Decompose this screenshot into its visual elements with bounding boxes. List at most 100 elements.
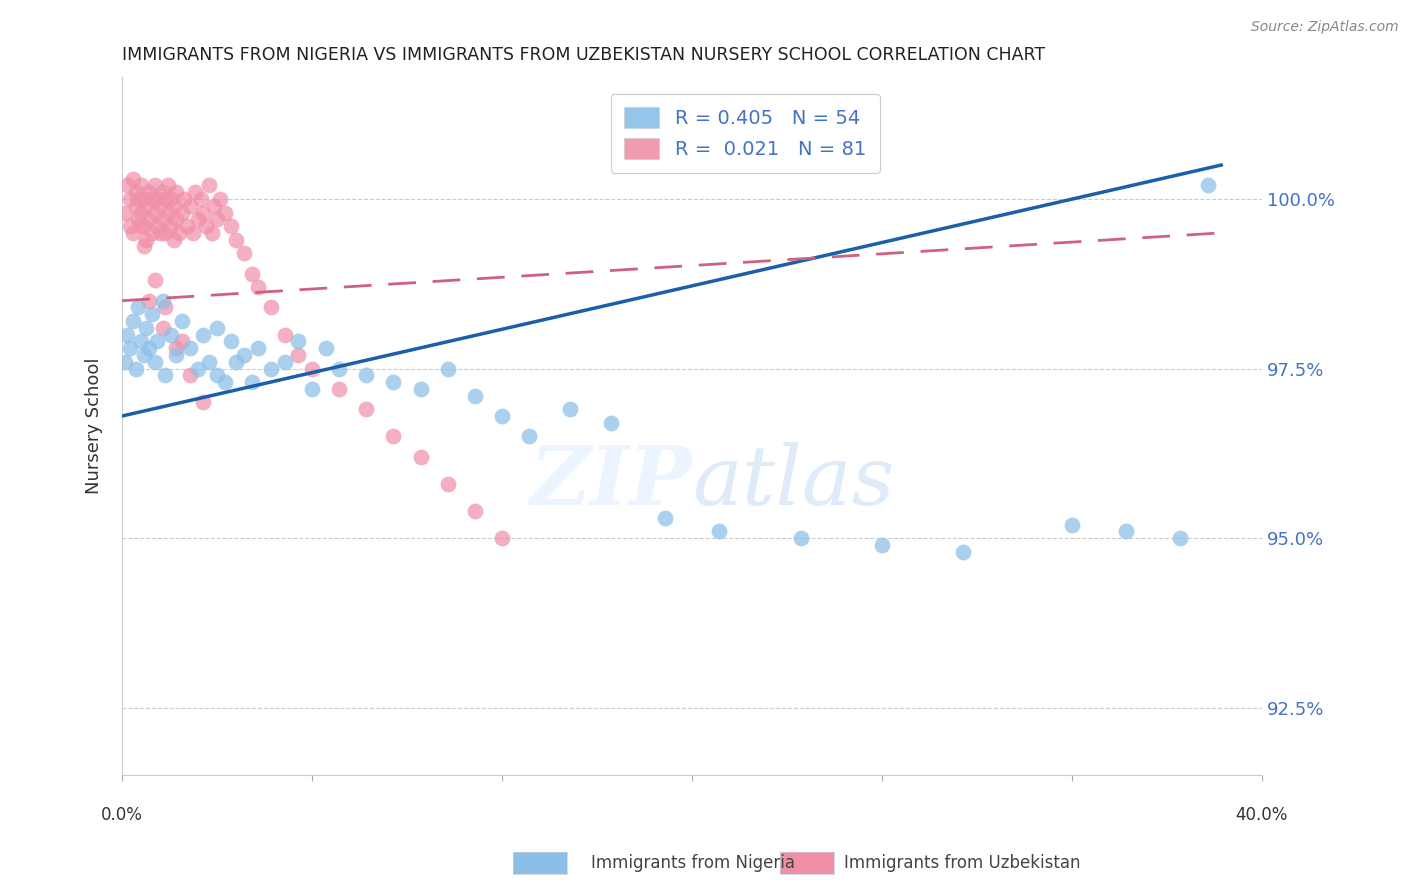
Point: [129, 178, 152, 193]
Point: [143, 355, 166, 369]
Point: [246, 341, 269, 355]
Point: [436, 476, 458, 491]
Point: [654, 510, 676, 524]
Point: [162, 233, 184, 247]
Point: [124, 185, 146, 199]
Point: [328, 382, 350, 396]
Point: [120, 192, 142, 206]
Text: IMMIGRANTS FROM NIGERIA VS IMMIGRANTS FROM UZBEKISTAN NURSERY SCHOOL CORRELATION: IMMIGRANTS FROM NIGERIA VS IMMIGRANTS FR…: [122, 46, 1045, 64]
Point: [165, 212, 187, 227]
Point: [301, 361, 323, 376]
Point: [190, 192, 212, 206]
Point: [160, 219, 183, 233]
Point: [132, 219, 155, 233]
Point: [789, 531, 811, 545]
Point: [707, 524, 730, 539]
Point: [195, 219, 218, 233]
Text: atlas: atlas: [692, 442, 894, 522]
Point: [152, 212, 174, 227]
Point: [155, 368, 177, 383]
Point: [146, 192, 169, 206]
Point: [240, 375, 263, 389]
Text: 0.0%: 0.0%: [101, 806, 143, 824]
Point: [1060, 517, 1083, 532]
Point: [328, 361, 350, 376]
Point: [315, 341, 337, 355]
Point: [517, 429, 540, 443]
Point: [193, 395, 215, 409]
Point: [1170, 531, 1192, 545]
Point: [124, 199, 146, 213]
Point: [179, 368, 201, 383]
Point: [193, 327, 215, 342]
Point: [176, 219, 198, 233]
Point: [129, 219, 152, 233]
Point: [146, 219, 169, 233]
Point: [464, 389, 486, 403]
Point: [117, 178, 139, 193]
Point: [184, 185, 207, 199]
Point: [219, 334, 242, 349]
Point: [187, 361, 209, 376]
Point: [135, 233, 157, 247]
Point: [274, 355, 297, 369]
Point: [167, 226, 190, 240]
Point: [165, 341, 187, 355]
Point: [149, 199, 172, 213]
Point: [152, 293, 174, 308]
Point: [138, 293, 160, 308]
Point: [201, 226, 224, 240]
Point: [208, 192, 231, 206]
Point: [165, 348, 187, 362]
Point: [132, 192, 155, 206]
Point: [205, 212, 228, 227]
Point: [260, 301, 283, 315]
Point: [356, 402, 378, 417]
Point: [124, 361, 146, 376]
Point: [205, 368, 228, 383]
Point: [225, 355, 247, 369]
Point: [240, 267, 263, 281]
Point: [219, 219, 242, 233]
Point: [870, 538, 893, 552]
Point: [1115, 524, 1137, 539]
Point: [214, 375, 236, 389]
Point: [198, 178, 221, 193]
Point: [181, 226, 204, 240]
Point: [114, 205, 136, 219]
Point: [202, 199, 225, 213]
Point: [122, 171, 145, 186]
Point: [233, 246, 256, 260]
Point: [287, 334, 309, 349]
Point: [152, 185, 174, 199]
Point: [155, 301, 177, 315]
Point: [157, 178, 180, 193]
Point: [187, 212, 209, 227]
Point: [952, 544, 974, 558]
Point: [260, 361, 283, 376]
Legend: R = 0.405   N = 54, R =  0.021   N = 81: R = 0.405 N = 54, R = 0.021 N = 81: [610, 94, 880, 173]
Point: [162, 199, 184, 213]
Point: [409, 382, 432, 396]
Point: [464, 504, 486, 518]
Point: [436, 361, 458, 376]
Point: [170, 205, 193, 219]
Point: [157, 205, 180, 219]
Point: [193, 205, 215, 219]
Point: [135, 321, 157, 335]
Point: [122, 314, 145, 328]
Point: [135, 199, 157, 213]
Point: [129, 334, 152, 349]
Point: [114, 355, 136, 369]
Point: [120, 341, 142, 355]
Point: [233, 348, 256, 362]
Point: [382, 429, 405, 443]
Point: [141, 226, 163, 240]
Point: [356, 368, 378, 383]
Point: [146, 334, 169, 349]
Point: [491, 409, 513, 423]
Point: [198, 355, 221, 369]
Point: [132, 348, 155, 362]
Point: [143, 273, 166, 287]
Point: [225, 233, 247, 247]
